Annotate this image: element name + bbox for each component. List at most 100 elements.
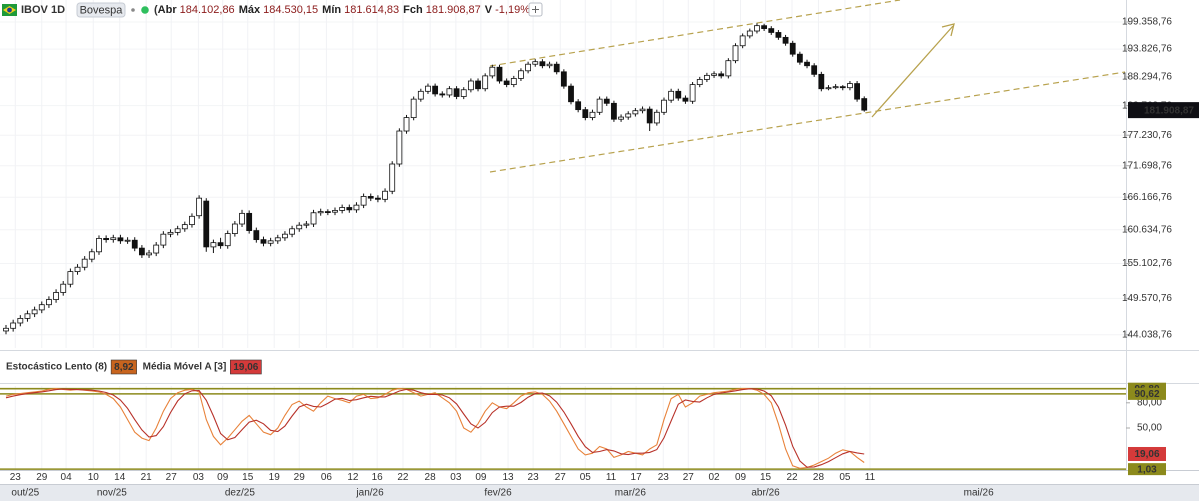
- candle-body: [138, 247, 145, 256]
- candle-body: [510, 78, 517, 85]
- candle-body: [346, 207, 353, 211]
- x-tick-label: 03: [193, 472, 205, 483]
- plot: 199.358,76193.826,76188.294,76182.762,76…: [0, 17, 1199, 499]
- y-tick-label: 177.230,76: [1122, 130, 1172, 141]
- x-tick-label: 27: [683, 472, 695, 483]
- quote-item: Fch: [403, 4, 423, 16]
- candle-body: [31, 309, 38, 315]
- candle-body: [589, 111, 596, 119]
- candle-body: [782, 36, 789, 44]
- candle-body: [174, 228, 181, 233]
- candle-body: [46, 299, 52, 306]
- candle-body: [396, 130, 403, 165]
- candle-body: [804, 61, 810, 67]
- candle-body: [489, 66, 496, 77]
- y-tick-label: 171.698,76: [1122, 160, 1172, 171]
- candle-body: [289, 228, 295, 235]
- candle-body: [682, 97, 689, 102]
- candle-body: [303, 223, 310, 226]
- candle-body: [282, 233, 288, 239]
- candle-body: [3, 327, 9, 332]
- legend-value: 8,92: [114, 362, 134, 373]
- candle-body: [575, 101, 582, 111]
- month-label: fev/26: [484, 488, 512, 499]
- status-dot: [131, 8, 135, 12]
- y-tick-label: 80,00: [1137, 397, 1162, 408]
- x-tick-label: 14: [114, 472, 126, 483]
- candle-body: [611, 102, 617, 120]
- legend-value-box: [230, 359, 262, 375]
- candle-body: [181, 224, 188, 230]
- candle-body: [410, 98, 417, 119]
- candle-body: [568, 85, 574, 103]
- candle-body: [775, 32, 782, 38]
- candle-body: [167, 231, 174, 235]
- x-tick-label: 04: [61, 472, 73, 483]
- candle-body: [839, 86, 846, 89]
- exchange-pill[interactable]: [76, 2, 126, 18]
- x-tick-label: 23: [658, 472, 670, 483]
- x-tick-label: 12: [347, 472, 359, 483]
- x-tick-label: 05: [839, 472, 851, 483]
- x-tick-label: 09: [475, 472, 487, 483]
- price-tag: [1128, 102, 1199, 119]
- candle-body: [124, 239, 131, 242]
- x-tick-label: 22: [397, 472, 409, 483]
- indicator-line: [5, 387, 865, 469]
- quote-item: 184.530,15: [263, 4, 318, 16]
- x-tick-label: 29: [294, 472, 306, 483]
- y-tick-label: 188.294,76: [1122, 72, 1172, 83]
- candle-body: [703, 74, 710, 80]
- x-tick-label: 23: [10, 472, 22, 483]
- candle-body: [560, 71, 567, 87]
- x-tick-label: 06: [321, 472, 333, 483]
- candle-body: [739, 35, 746, 47]
- y-tick-label: 149.570,76: [1122, 293, 1172, 304]
- candle-body: [267, 240, 274, 244]
- candle-body: [296, 224, 303, 230]
- candle-body: [725, 60, 732, 77]
- y-tick-label: 50,00: [1137, 423, 1162, 434]
- indicator-line: [5, 388, 865, 468]
- candle-body: [274, 237, 281, 242]
- quote-item: 181.614,83: [344, 4, 399, 16]
- x-tick-label: 15: [242, 472, 254, 483]
- x-tick-label: 27: [166, 472, 178, 483]
- candle-body: [446, 88, 453, 96]
- candle-body: [38, 304, 45, 311]
- candle-body: [389, 163, 396, 192]
- candle-body: [53, 292, 59, 300]
- x-tick-label: 28: [425, 472, 437, 483]
- x-tick-label: 10: [88, 472, 100, 483]
- x-tick-label: 17: [631, 472, 643, 483]
- x-tick-label: 29: [36, 472, 48, 483]
- candle-body: [210, 242, 217, 248]
- legend-label: Estocástico Lento (8): [6, 362, 107, 373]
- x-tick-label: 15: [760, 472, 772, 483]
- legend-value-box: [110, 359, 137, 375]
- candle-body: [718, 73, 725, 77]
- x-tick-label: 09: [217, 472, 229, 483]
- candle-body: [732, 45, 739, 62]
- symbol: IBOV 1D: [21, 4, 65, 16]
- candle-body: [668, 90, 675, 101]
- month-row: [0, 485, 1199, 501]
- candle-body: [661, 99, 667, 113]
- candle-body: [546, 63, 553, 67]
- candle-body: [518, 70, 524, 79]
- candle-body: [231, 223, 238, 234]
- x-tick-label: 27: [555, 472, 567, 483]
- candle-body: [453, 88, 460, 97]
- candle-body: [260, 239, 267, 244]
- quote-item: Máx: [239, 4, 261, 16]
- exchange[interactable]: Bovespa: [80, 4, 124, 16]
- candle-body: [324, 211, 331, 213]
- candle-body: [375, 197, 381, 200]
- month-label: mar/26: [615, 488, 647, 499]
- x-tick-label: 28: [813, 472, 825, 483]
- candle-body: [596, 98, 603, 113]
- candle-body: [403, 117, 410, 132]
- candle-body: [832, 86, 839, 89]
- month-label: nov/25: [97, 488, 127, 499]
